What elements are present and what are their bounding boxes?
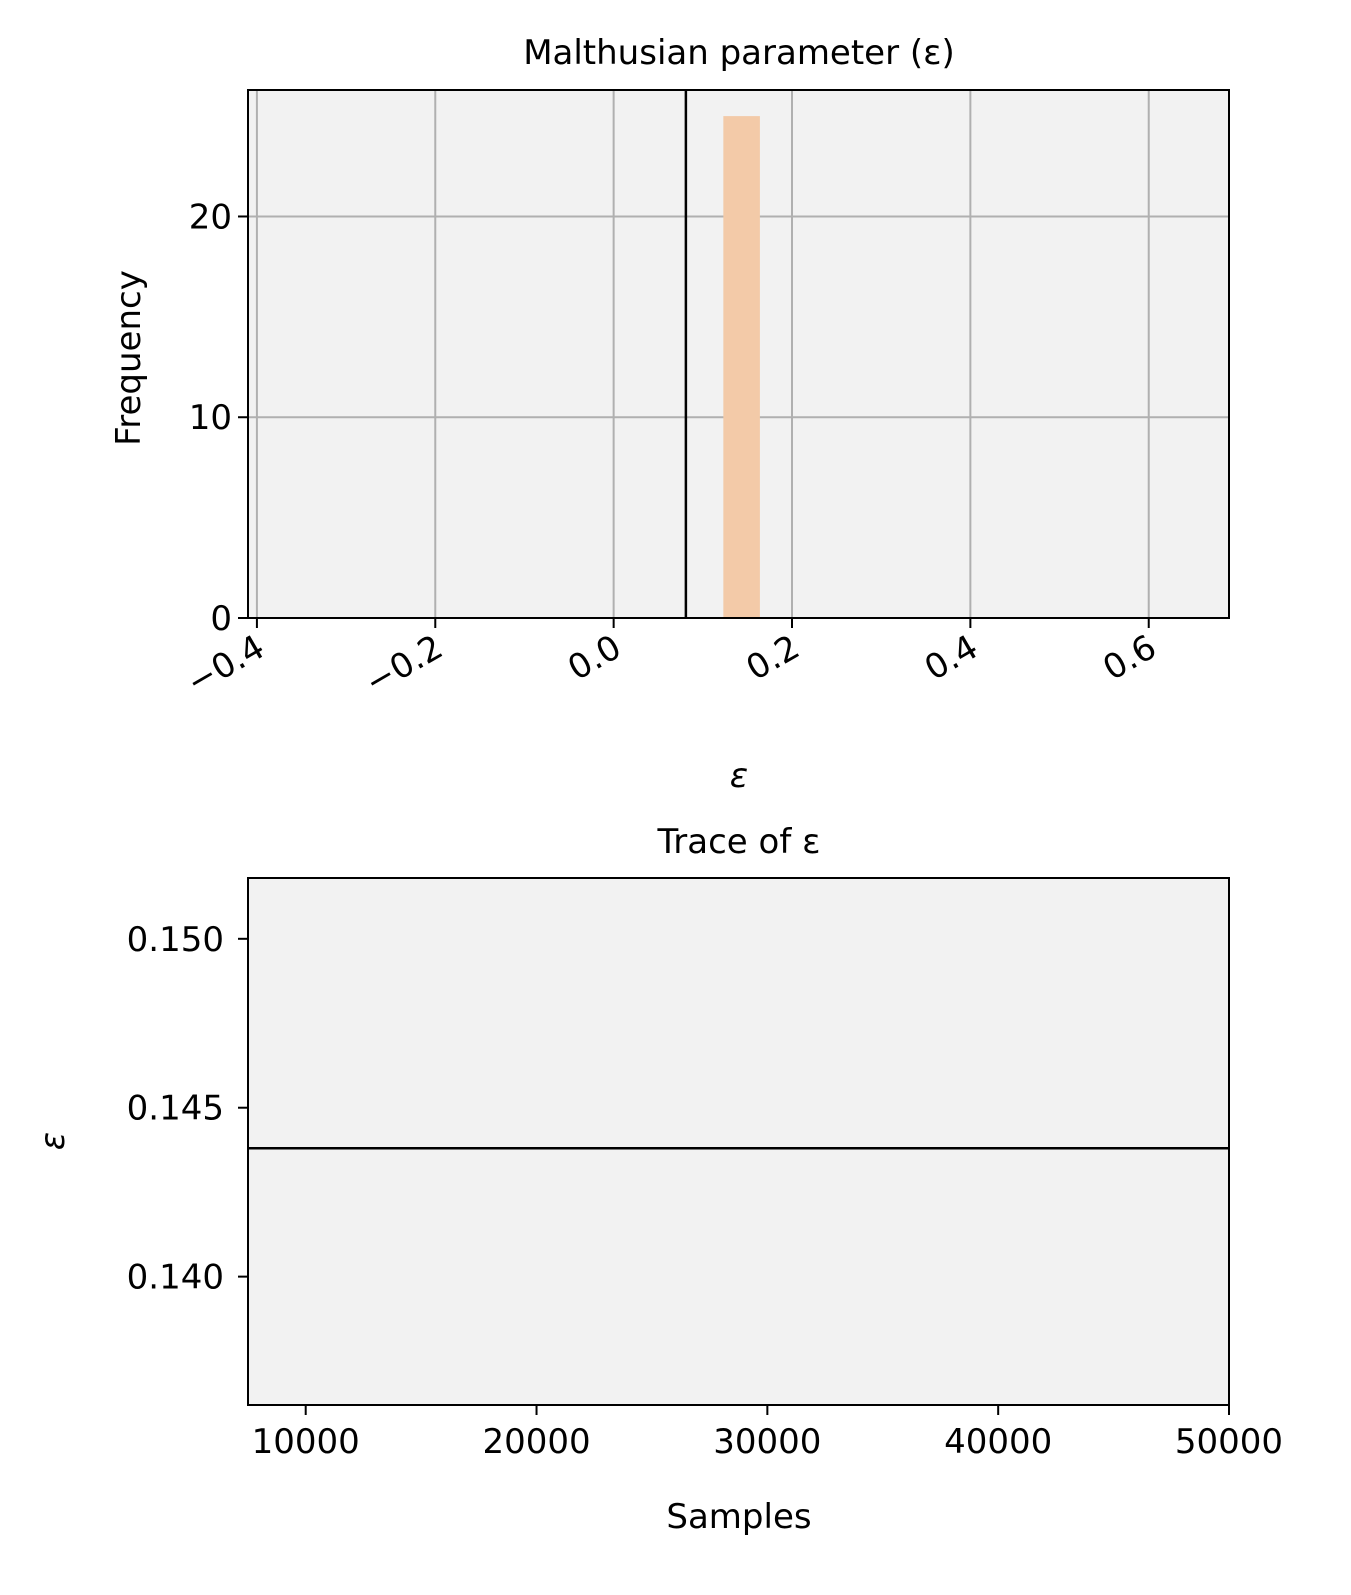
trace-title: Trace of ε: [657, 822, 821, 862]
histogram-y-ticks: 0 10 20: [189, 197, 248, 639]
trace-x-ticks: 10000 20000 30000 40000 50000: [252, 1405, 1283, 1462]
histogram-x-tick-label: 0.6: [1096, 627, 1163, 689]
trace-x-tick-label: 10000: [252, 1422, 360, 1462]
trace-x-tick-label: 20000: [482, 1422, 590, 1462]
histogram-x-ticks: −0.4 −0.2 0.0 0.2 0.4 0.6: [180, 618, 1163, 703]
histogram-frame: [247, 89, 1230, 619]
trace-plot-area: [248, 878, 1229, 1405]
histogram-x-tick-label: −0.2: [358, 627, 450, 703]
trace-x-axis-label: Samples: [666, 1497, 811, 1537]
trace-y-ticks: 0.140 0.145 0.150: [127, 920, 248, 1298]
trace-y-tick-label: 0.150: [127, 920, 224, 960]
histogram-x-tick-label: 0.4: [918, 627, 985, 689]
histogram-x-tick-label: 0.0: [561, 627, 628, 689]
histogram-y-axis-label: Frequency: [109, 270, 149, 446]
histogram-bars: [723, 116, 760, 618]
trace-y-tick-label: 0.145: [127, 1089, 224, 1129]
histogram-y-tick-label: 0: [210, 599, 232, 639]
histogram-y-tick-label: 20: [189, 197, 232, 237]
trace-y-axis-label: ε: [33, 1132, 73, 1150]
histogram-title: Malthusian parameter (ε): [523, 33, 955, 73]
histogram-bar: [723, 116, 760, 618]
histogram-x-axis-label: ε: [730, 756, 748, 796]
trace-frame: [247, 877, 1230, 1406]
histogram-y-tick-label: 10: [189, 398, 232, 438]
trace-x-tick-label: 50000: [1175, 1422, 1283, 1462]
trace-y-tick-label: 0.140: [127, 1258, 224, 1298]
trace-x-tick-label: 40000: [944, 1422, 1052, 1462]
histogram-x-tick-label: 0.2: [740, 627, 807, 689]
trace-panel: 10000 20000 30000 40000 50000 0.140 0.145 0.15…: [33, 822, 1283, 1537]
trace-x-tick-label: 30000: [713, 1422, 821, 1462]
